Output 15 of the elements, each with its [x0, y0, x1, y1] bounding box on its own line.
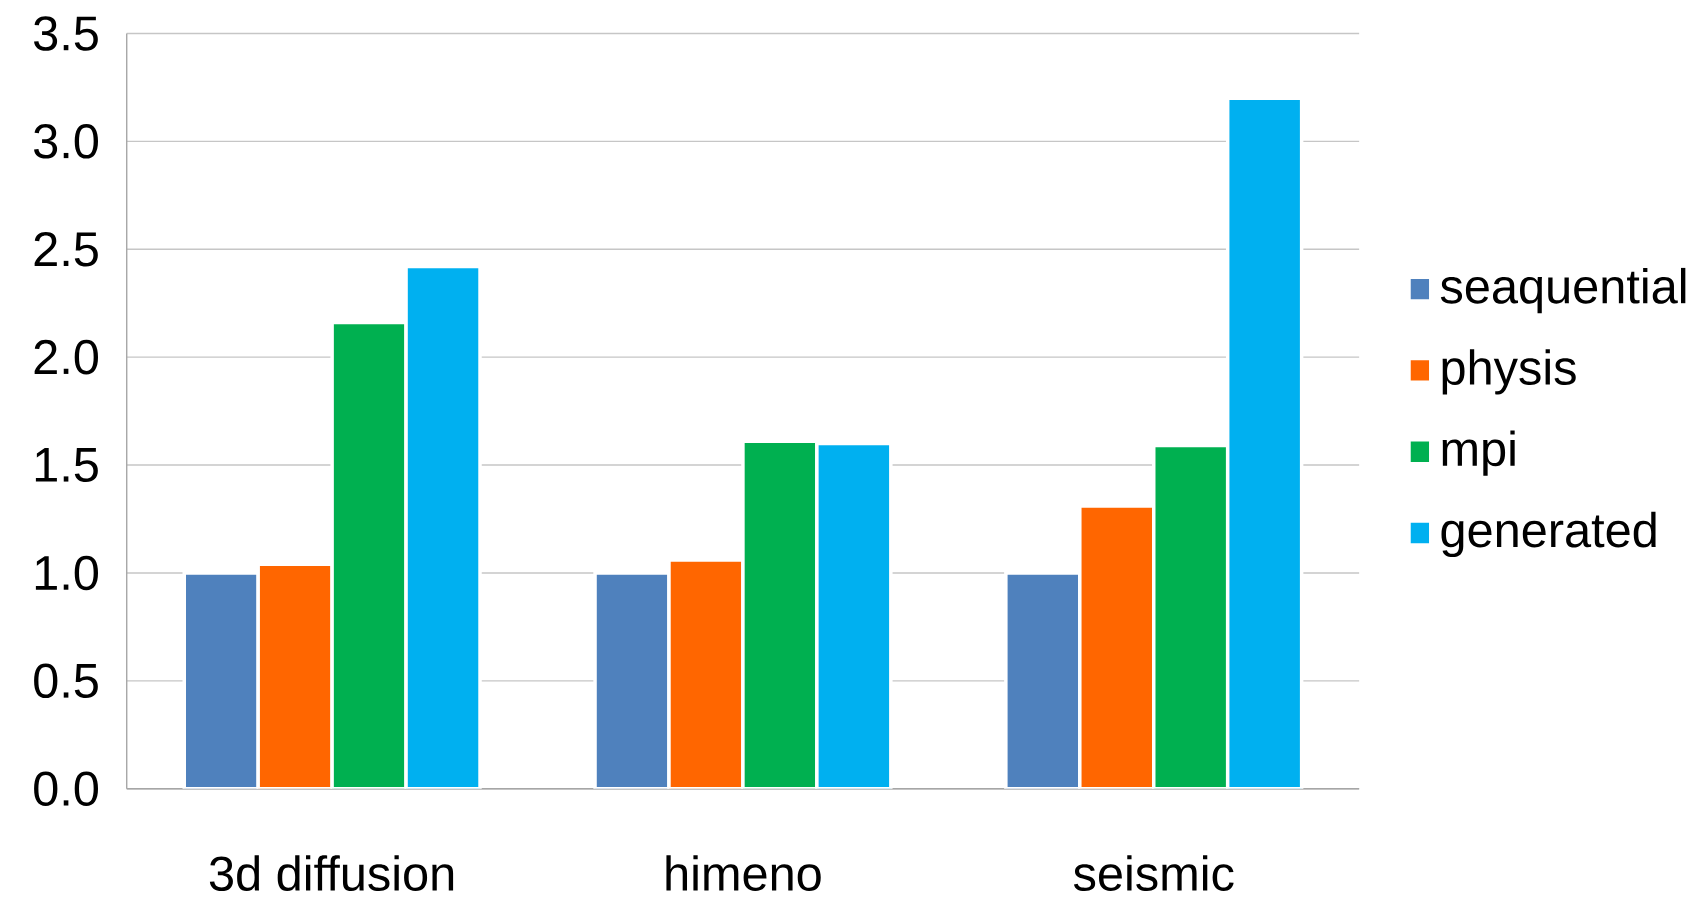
y-tick-label: 1.5 [35, 447, 98, 482]
y-tick-label: 2.5 [34, 231, 98, 267]
x-tick-label: himeno [666, 855, 821, 891]
x-tick-label: seismic [1073, 855, 1234, 891]
y-tick-label: 3.5 [34, 16, 98, 51]
legend-label: seaquential [1440, 267, 1686, 314]
y-tick-label: 0.0 [34, 771, 99, 806]
x-tick-label: 3d diffusion [209, 855, 454, 891]
y-tick-label: 2.0 [34, 339, 99, 375]
legend-label: generated [1441, 511, 1656, 557]
legend-label: physis [1442, 349, 1576, 395]
legend-label: mpi [1442, 430, 1515, 476]
y-tick-label: 3.0 [34, 123, 99, 159]
y-tick-label: 0.5 [34, 663, 98, 699]
y-tick-label: 1.0 [35, 555, 99, 591]
